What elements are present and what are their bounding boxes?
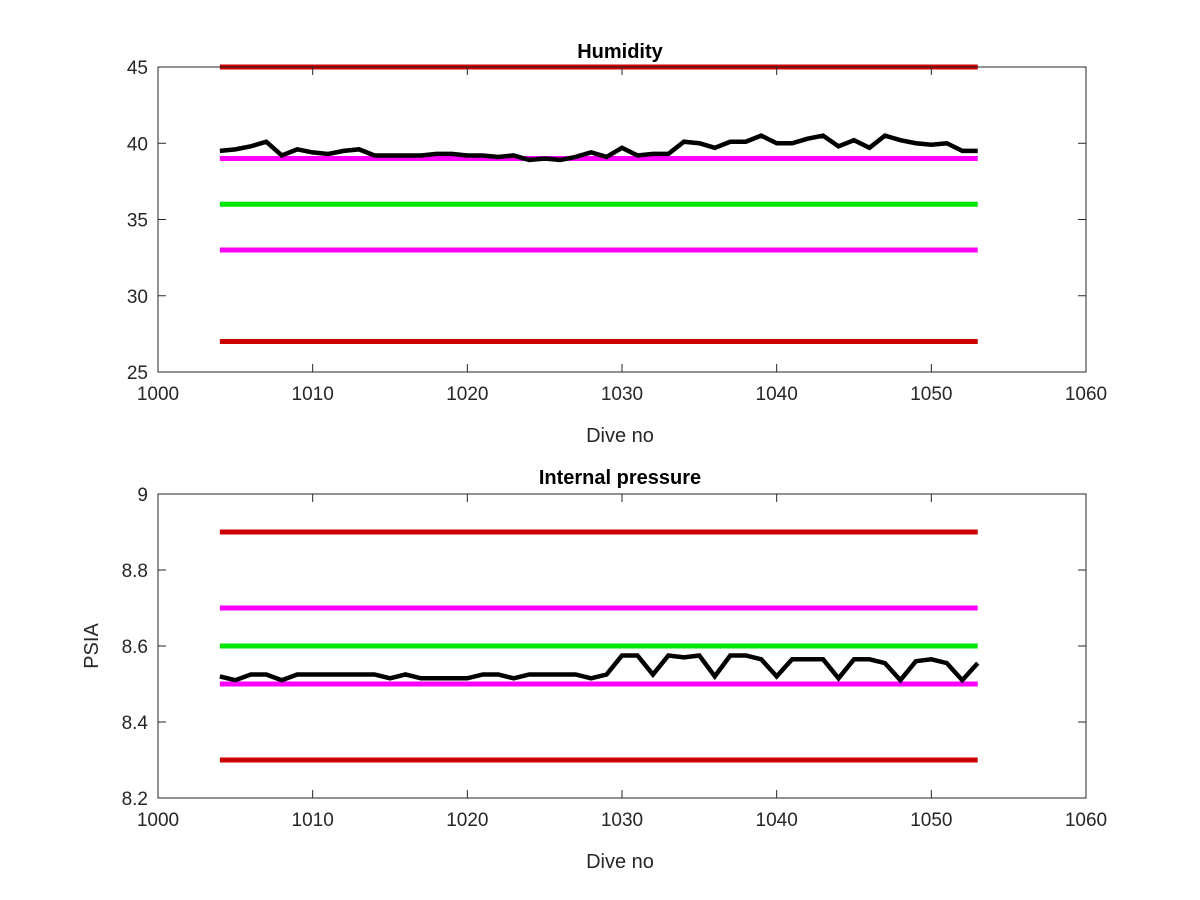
internal-pressure-xtick-label-6: 1060 — [1065, 810, 1107, 831]
internal-pressure-xtick-label-5: 1050 — [910, 810, 952, 831]
humidity-xtick-label-4: 1040 — [756, 384, 798, 405]
internal-pressure-xtick-label-2: 1020 — [446, 810, 488, 831]
internal-pressure-ytick-label-0: 8.2 — [122, 789, 148, 810]
internal-pressure-xlabel: Dive no — [586, 851, 654, 873]
internal-pressure-ytick-label-4: 9 — [137, 485, 148, 506]
humidity-xtick-label-2: 1020 — [446, 384, 488, 405]
humidity-series-line-0 — [219, 133, 978, 163]
humidity-ytick-label-4: 45 — [127, 58, 148, 79]
humidity-title: Humidity — [577, 41, 663, 63]
humidity-ytick-label-3: 40 — [127, 134, 148, 155]
internal-pressure-ylabel: PSIA — [81, 623, 103, 669]
humidity-xlabel: Dive no — [586, 425, 654, 447]
humidity-ytick-label-2: 35 — [127, 211, 148, 232]
humidity-axes: Humidity Dive no 1000 1010 1020 1030 1040 105… — [127, 41, 1107, 447]
internal-pressure-axes: Internal pressure Dive no PSIA 1000 1010 1… — [81, 467, 1107, 873]
humidity-ytick-label-0: 25 — [127, 363, 148, 384]
humidity-xtick-label-6: 1060 — [1065, 384, 1107, 405]
internal-pressure-title: Internal pressure — [539, 467, 701, 489]
internal-pressure-series-line-0 — [219, 653, 980, 684]
internal-pressure-xtick-label-4: 1040 — [756, 810, 798, 831]
humidity-xtick-label-3: 1030 — [601, 384, 643, 405]
humidity-xtick-label-0: 1000 — [137, 384, 179, 405]
internal-pressure-ytick-label-3: 8.8 — [122, 561, 148, 582]
internal-pressure-xtick-label-0: 1000 — [137, 810, 179, 831]
humidity-xtick-label-1: 1010 — [292, 384, 334, 405]
humidity-ytick-label-1: 30 — [127, 287, 148, 308]
internal-pressure-ytick-label-2: 8.6 — [122, 637, 148, 658]
internal-pressure-xtick-label-1: 1010 — [292, 810, 334, 831]
internal-pressure-xtick-label-3: 1030 — [601, 810, 643, 831]
internal-pressure-ytick-label-1: 8.4 — [122, 713, 149, 734]
humidity-xtick-label-5: 1050 — [910, 384, 952, 405]
